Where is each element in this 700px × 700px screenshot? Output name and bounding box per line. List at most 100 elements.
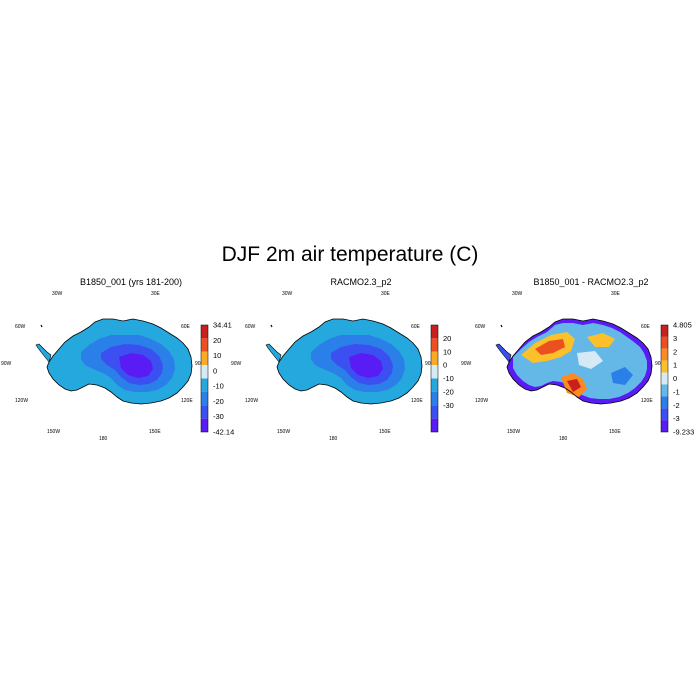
longitude-label: 30E (611, 291, 621, 297)
longitude-label: 30E (151, 291, 161, 297)
longitude-label: 60E (411, 324, 421, 330)
colorbar-swatch (201, 378, 208, 392)
colorbar-label: -42.14 (213, 428, 234, 437)
longitude-label: 60E (641, 324, 651, 330)
coastline (46, 318, 193, 405)
panel-model: B1850_001 (yrs 181-200) 30W 30E 60W 60E 90W 9… (1, 270, 256, 450)
plateau-core-region (349, 353, 383, 378)
colorbar-swatch (201, 405, 208, 419)
colorbar-frame (200, 324, 209, 433)
colorbar-frame (430, 324, 439, 433)
warm-bias-core (535, 339, 565, 355)
colorbar-label: -20 (443, 387, 454, 396)
coastline (265, 343, 282, 363)
longitude-label: 150E (379, 429, 391, 435)
longitude-label: 90E (655, 361, 665, 367)
colorbar-label: -30 (443, 401, 454, 410)
longitude-label: 60W (245, 324, 256, 330)
island-mark (500, 324, 503, 328)
longitude-label: 120W (15, 398, 28, 404)
longitude-label: 120E (411, 398, 423, 404)
panel-title: B1850_001 - RACMO2.3_p2 (533, 277, 649, 287)
antarctica-map: 30W 30E 60W 60E 90W 90E 120W 120E 150W 150E 180 4.8… (461, 291, 694, 442)
longitude-label: 150W (277, 429, 290, 435)
longitude-label: 150W (507, 429, 520, 435)
coastline (506, 318, 653, 405)
longitude-label: 180 (559, 436, 568, 442)
coastline (276, 318, 423, 405)
panel-title: B1850_001 (yrs 181-200) (79, 277, 183, 287)
colorbar-label: 20 (213, 336, 221, 345)
panel-racmo: RACMO2.3_p2 30W 30E 60W 60E 90W 90E 120W 120E 15… (231, 270, 486, 450)
panel-difference: B1850_001 - RACMO2.3_p2 30W 30E 60W 60E 90W 9… (461, 270, 700, 450)
longitude-label: 60W (15, 324, 26, 330)
longitude-label: 120W (475, 398, 488, 404)
colorbar-swatch (661, 420, 668, 432)
colorbar-swatch (431, 378, 438, 392)
longitude-label: 120E (181, 398, 193, 404)
longitude-label: 150E (609, 429, 621, 435)
peninsula-region (36, 344, 51, 362)
colorbar-label: 34.41 (213, 321, 232, 330)
colorbar-label: 2 (673, 347, 677, 356)
island-mark (40, 324, 43, 328)
colorbar-swatch (431, 418, 438, 432)
colorbar-swatch (661, 360, 668, 373)
colorbar-swatch (431, 391, 438, 406)
neutral-bias-region (577, 351, 603, 369)
colorbar-label: -1 (673, 387, 680, 396)
longitude-label: 180 (99, 436, 108, 442)
longitude-label: 30W (52, 291, 63, 297)
colorbar-swatch (661, 396, 668, 409)
colorbar-swatch (661, 384, 668, 397)
colorbar-swatch (661, 336, 668, 349)
colorbar-label: 20 (443, 334, 451, 343)
warm-bias-region (587, 333, 615, 347)
antarctica-map: 30W 30E 60W 60E 90W 90E 120W 120E 150W 150E 180 34.… (1, 291, 234, 442)
colorbar-label: 3 (673, 334, 677, 343)
colorbar-swatch (431, 325, 438, 339)
longitude-label: 30W (512, 291, 523, 297)
longitude-label: 90E (195, 361, 205, 367)
figure-title: DJF 2m air temperature (C) (221, 243, 479, 266)
colorbar-label: -10 (443, 374, 454, 383)
peninsula-region (496, 344, 511, 362)
colorbar-swatch (661, 325, 668, 337)
colorbar-label: -20 (213, 397, 224, 406)
colorbar: 20 10 0 -10 -20 -30 (430, 324, 454, 433)
longitude-label: 90W (1, 361, 12, 367)
colorbar-swatch (661, 348, 668, 361)
colorbar-swatch (431, 365, 438, 379)
longitude-label: 150E (149, 429, 161, 435)
colorbar-label: -10 (213, 382, 224, 391)
longitude-label: 30W (282, 291, 293, 297)
antarctica-map: 30W 30E 60W 60E 90W 90E 120W 120E 150W 150E 180 20 1… (231, 291, 454, 442)
colorbar-label: 10 (213, 351, 221, 360)
longitude-label: 150W (47, 429, 60, 435)
longitude-label: 120W (245, 398, 258, 404)
colorbar-swatch (201, 325, 208, 339)
colorbar: 4.805 3 2 1 0 -1 -2 -3 -9.233 (660, 321, 694, 437)
colorbar-swatch (431, 351, 438, 366)
peninsula-region (266, 344, 281, 362)
longitude-label: 60W (475, 324, 486, 330)
colorbar-swatch (201, 418, 208, 432)
colorbar-frame (660, 324, 669, 433)
longitude-label: 90W (461, 361, 472, 367)
colorbar-swatch (201, 391, 208, 406)
colorbar-swatch (201, 365, 208, 379)
coastline (495, 343, 512, 363)
colorbar-swatch (661, 408, 668, 421)
longitude-label: 180 (329, 436, 338, 442)
longitude-label: 90W (231, 361, 242, 367)
warm-bias-core (567, 379, 581, 392)
colorbar-label: 0 (213, 366, 217, 375)
colorbar-label: 1 (673, 361, 677, 370)
colorbar-label: -9.233 (673, 428, 694, 437)
longitude-label: 30E (381, 291, 391, 297)
plateau-core-region (119, 353, 153, 378)
colorbar-swatch (661, 372, 668, 385)
colorbar-swatch (201, 338, 208, 352)
colorbar-label: -2 (673, 401, 680, 410)
